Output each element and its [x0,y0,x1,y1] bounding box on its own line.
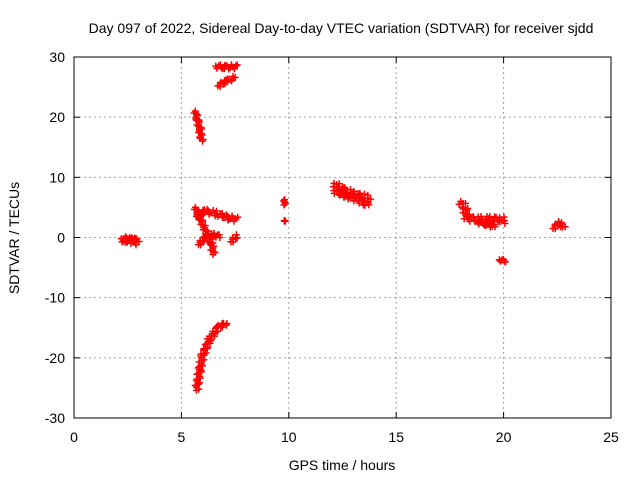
x-tick-label: 0 [70,429,78,445]
x-axis-label: GPS time / hours [289,457,396,473]
data-point [198,137,206,145]
data-points [117,61,569,394]
y-axis-label: SDTVAR / TECUs [6,182,22,294]
data-point [133,235,141,243]
data-point [281,200,289,208]
x-tick-label: 5 [178,429,186,445]
x-tick-label: 25 [603,429,619,445]
data-point [339,189,347,197]
data-point [234,213,242,221]
chart-title: Day 097 of 2022, Sidereal Day-to-day VTE… [89,20,594,36]
data-point [365,201,373,209]
data-point [484,219,492,227]
data-point [461,199,469,207]
data-point [501,219,509,227]
data-point [232,62,240,70]
data-point [335,180,343,188]
y-tick-label: 30 [49,49,65,65]
data-point [232,231,240,239]
y-tick-label: 20 [49,109,65,125]
data-point [191,381,199,389]
data-point [367,195,375,203]
x-tick-label: 20 [496,429,512,445]
data-point [216,234,224,242]
data-point [206,240,214,248]
data-point [455,200,463,208]
y-tick-label: -30 [45,410,65,426]
data-point [203,205,211,213]
data-point [194,364,202,372]
data-point [502,258,510,266]
data-point [491,223,499,231]
data-point [231,74,239,82]
y-tick-label: -20 [45,350,65,366]
x-tick-label: 10 [281,429,297,445]
data-point [233,61,241,69]
axis-ticks: 0 5 10 15 20 25 -30 -20 -10 0 10 20 30 [45,49,619,445]
y-tick-label: 10 [49,169,65,185]
data-point [343,190,351,198]
data-point [194,380,202,388]
x-tick-label: 15 [388,429,404,445]
data-point [561,223,569,231]
y-tick-label: -10 [45,290,65,306]
data-point [209,250,217,258]
grid [74,57,611,418]
data-point [280,201,288,209]
data-point [280,217,288,225]
y-tick-label: 0 [57,230,65,246]
data-point [463,211,471,219]
data-point [201,341,209,349]
data-point [223,320,231,328]
